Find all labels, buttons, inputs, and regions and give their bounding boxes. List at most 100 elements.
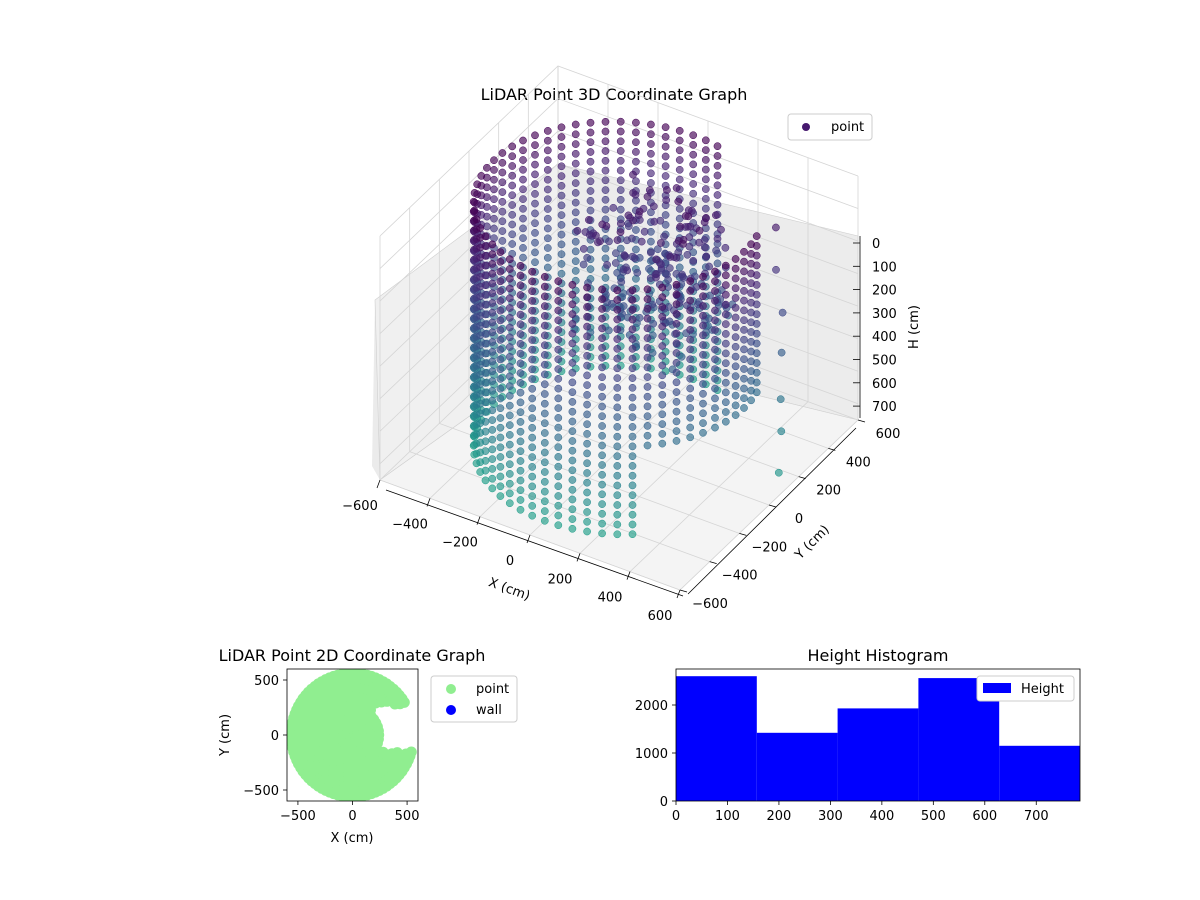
scatter-point: [476, 224, 485, 232]
scatter-point: [613, 236, 622, 244]
scatter-point: [505, 411, 514, 420]
scatter-point: [554, 423, 563, 432]
scatter-point: [713, 220, 722, 229]
scatter-point: [496, 345, 505, 354]
scatter-point: [568, 476, 577, 484]
scatter-point: [672, 437, 681, 445]
scatter-point: [490, 205, 498, 213]
scatter-point: [488, 386, 497, 395]
scatter-point: [598, 402, 606, 411]
scatter-point: [481, 378, 490, 387]
scatter-point: [568, 359, 577, 367]
scatter-point: [661, 172, 670, 180]
scatter-point: [528, 306, 537, 315]
scatter-point: [540, 321, 549, 330]
scatter-point: [528, 443, 537, 452]
scatter-point: [488, 328, 497, 337]
scatter-point: [540, 302, 549, 310]
scatter-point: [686, 365, 695, 373]
scatter-point: [531, 160, 539, 169]
histogram-y-tick-label: 2000: [635, 699, 668, 714]
scatter-point: [686, 306, 695, 315]
histogram-bar: [999, 745, 1080, 801]
scatter-point: [540, 331, 549, 340]
scatter-point: [554, 511, 563, 520]
y-tick-label-3d: 0: [795, 512, 803, 527]
scatter-point: [508, 210, 517, 219]
scatter-point: [481, 398, 490, 407]
y-axis-label-3d: Y (cm): [792, 522, 833, 563]
scatter-point: [637, 237, 646, 246]
scatter-point: [496, 453, 505, 461]
scatter-point: [490, 185, 498, 194]
scatter-point: [713, 152, 722, 160]
scatter-point: [772, 223, 780, 232]
scatter-point: [613, 501, 622, 509]
scatter-point: [568, 329, 577, 338]
scatter-point: [647, 169, 655, 178]
scatter-point: [488, 357, 497, 366]
scatter-point: [528, 482, 537, 491]
scatter-point: [661, 123, 670, 132]
scatter-point: [705, 262, 713, 271]
scatter-point: [657, 239, 665, 247]
scatter-point: [508, 142, 517, 151]
x-tick-mark-3d: [376, 479, 381, 489]
scatter-point: [740, 404, 748, 412]
scatter-point: [481, 408, 490, 416]
scatter-point: [519, 244, 527, 252]
scatter-point: [598, 295, 606, 303]
y-tick-mark-3d: [739, 532, 747, 536]
scatter-point: [616, 137, 625, 146]
scatter-point: [643, 402, 652, 411]
scatter-point: [613, 315, 622, 324]
scatter-point: [648, 349, 657, 357]
scatter-point: [628, 423, 637, 431]
scatter-point: [516, 330, 525, 338]
histogram-bar: [676, 676, 757, 801]
scatter-point: [623, 266, 632, 275]
scatter-point: [643, 353, 652, 362]
scatter-point: [643, 422, 652, 430]
scatter-point: [598, 373, 606, 382]
scatter-point: [672, 368, 681, 377]
scatter-point: [689, 170, 698, 179]
scatter-point: [699, 380, 707, 388]
histogram-legend-box: [976, 675, 1075, 702]
scatter-point: [713, 181, 722, 190]
scatter-point: [571, 267, 580, 275]
scatter-point: [540, 497, 549, 506]
scatter-point: [540, 409, 549, 418]
scatter-point: [684, 222, 692, 231]
scatter-point: [496, 326, 505, 334]
scatter-point: [571, 130, 580, 139]
chart-3d-title: LiDAR Point 3D Coordinate Graph: [481, 85, 748, 104]
scatter-point: [658, 381, 667, 389]
scatter-point: [568, 320, 577, 328]
x-tick-label-3d: 400: [598, 591, 623, 606]
scatter-point: [568, 505, 577, 514]
scatter-point: [713, 142, 722, 151]
scatter-point: [528, 326, 537, 335]
scatter-point: [496, 414, 505, 422]
scatter-point: [689, 141, 698, 149]
scatter-point: [686, 277, 695, 285]
scatter-point: [488, 484, 497, 493]
scatter-point: [583, 430, 591, 438]
y-tick-label-2d: −500: [243, 784, 279, 799]
scatter-point: [740, 296, 748, 305]
scatter-point: [613, 403, 622, 412]
scatter-point: [481, 339, 490, 348]
scatter-point: [508, 181, 517, 190]
scatter-point: [662, 196, 671, 204]
scatter-point: [598, 285, 606, 294]
scatter-point: [505, 470, 514, 478]
scatter-point: [540, 341, 549, 350]
scatter-point: [643, 383, 652, 391]
scatter-point: [543, 214, 552, 223]
scatter-point: [583, 293, 591, 302]
scatter-point: [571, 179, 580, 187]
scatter-point: [701, 156, 710, 164]
scatter-point: [658, 312, 667, 321]
scatter-point: [554, 414, 563, 422]
